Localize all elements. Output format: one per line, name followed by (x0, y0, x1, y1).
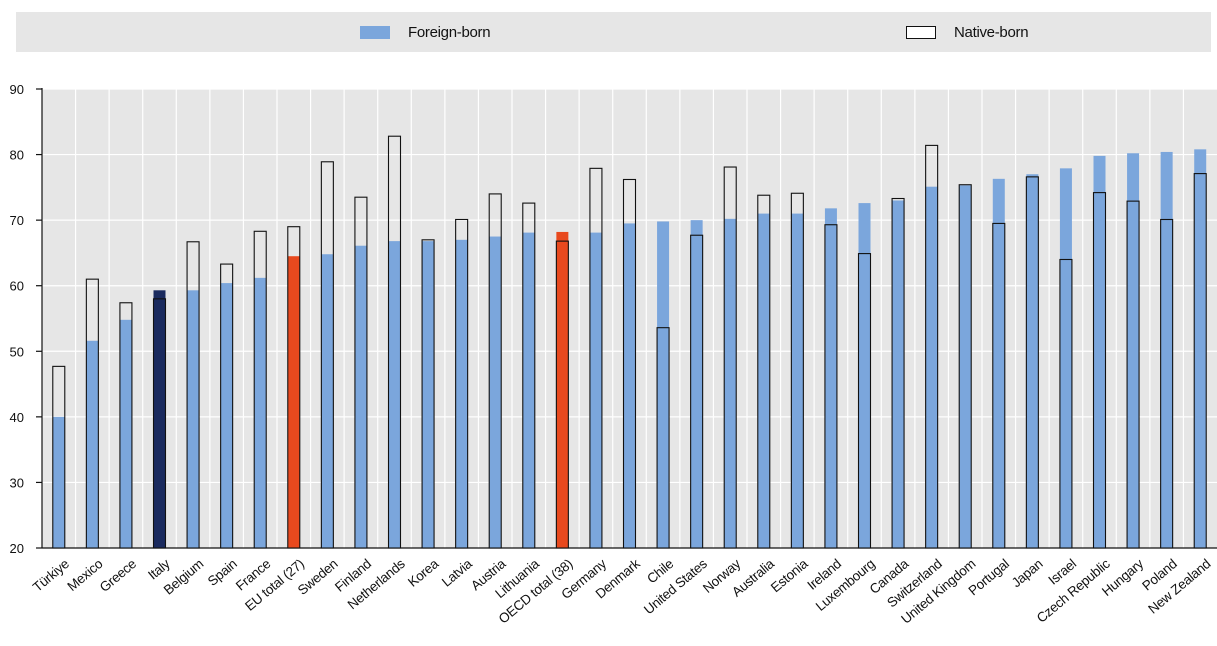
bar-foreign-born-australia (757, 213, 770, 549)
y-tick-label-20: 20 (10, 541, 24, 556)
bar-native-born-chile (656, 327, 670, 549)
bar-foreign-born-austria (489, 236, 502, 549)
bar-native-born-t-rkiye (52, 365, 66, 549)
bar-foreign-born-greece (119, 319, 132, 548)
bar-native-born-latvia (455, 218, 469, 549)
legend-item-native-born: Native-born (906, 12, 1029, 52)
bar-native-born-denmark (622, 178, 637, 549)
bar-native-born-mexico (85, 278, 99, 549)
legend-swatch-foreign-born (360, 25, 390, 39)
bar-native-born-belgium (186, 241, 200, 549)
bar-foreign-born-norway (724, 218, 737, 548)
bar-native-born-spain (220, 263, 234, 549)
bar-foreign-born-ireland (824, 208, 837, 548)
y-tick-label-80: 80 (10, 148, 24, 163)
legend-item-foreign-born: Foreign-born (360, 12, 491, 52)
bar-foreign-born-oecd-total-38 (556, 231, 569, 548)
bar-foreign-born-israel (1059, 168, 1072, 548)
bar-foreign-born-lithuania (522, 232, 535, 548)
bar-native-born-norway (723, 166, 737, 549)
bar-foreign-born-new-zealand (1194, 149, 1207, 548)
bar-native-born-portugal (992, 222, 1006, 549)
y-tick-label-40: 40 (10, 410, 24, 425)
bar-native-born-new-zealand (1193, 173, 1207, 549)
x-tick-label-mexico: Mexico (64, 556, 105, 594)
bar-native-born-finland (354, 196, 368, 549)
bar-foreign-born-estonia (791, 213, 804, 549)
bar-foreign-born-united-kingdom (959, 185, 972, 548)
bar-native-born-switzerland (925, 144, 939, 549)
legend: Foreign-born Native-born (16, 12, 1211, 52)
bar-foreign-born-portugal (992, 178, 1005, 548)
x-tick-label-korea: Korea (405, 556, 442, 590)
legend-label-foreign-born: Foreign-born (408, 23, 491, 41)
bar-foreign-born-denmark (623, 223, 636, 548)
bar-foreign-born-united-states (690, 220, 703, 548)
bar-foreign-born-sweden (321, 254, 334, 549)
x-tick-label-t-rkiye: Türkiye (30, 556, 72, 595)
bar-native-born-czech-republic (1092, 192, 1107, 549)
bar-foreign-born-germany (589, 232, 602, 548)
legend-label-native-born: Native-born (954, 23, 1029, 41)
bar-native-born-greece (119, 302, 133, 549)
bar-foreign-born-switzerland (925, 186, 938, 549)
bar-foreign-born-france (254, 277, 267, 548)
bar-native-born-united-states (690, 234, 704, 549)
bar-foreign-born-t-rkiye (52, 416, 65, 548)
bar-native-born-hungary (1126, 200, 1140, 549)
bar-foreign-born-spain (220, 283, 233, 548)
bar-foreign-born-hungary (1127, 153, 1140, 548)
bar-foreign-born-czech-republic (1093, 155, 1106, 548)
bar-foreign-born-korea (422, 241, 435, 548)
bar-native-born-israel (1059, 258, 1073, 549)
bar-native-born-canada (891, 197, 905, 549)
y-tick-label-70: 70 (10, 213, 24, 228)
bar-native-born-luxembourg (857, 253, 872, 549)
bar-native-born-lithuania (522, 202, 536, 549)
bar-native-born-ireland (824, 224, 838, 549)
y-tick-label-60: 60 (10, 279, 24, 294)
bar-foreign-born-luxembourg (858, 203, 871, 548)
y-tick-label-30: 30 (10, 475, 24, 490)
x-tick-label-united-states: United States (641, 556, 710, 617)
bar-foreign-born-latvia (455, 239, 468, 549)
y-tick-label-90: 90 (10, 82, 24, 97)
bars (52, 135, 1207, 549)
bar-foreign-born-chile (657, 221, 670, 548)
bar-foreign-born-poland (1160, 151, 1173, 548)
bar-native-born-poland (1160, 218, 1174, 549)
bar-foreign-born-italy (153, 290, 166, 548)
bar-native-born-italy (152, 298, 167, 549)
bar-foreign-born-netherlands (388, 241, 401, 548)
bar-native-born-oecd-total-38 (555, 240, 569, 549)
bar-foreign-born-finland (354, 245, 367, 549)
x-tick-label-greece: Greece (97, 556, 139, 595)
bar-native-born-austria (488, 193, 502, 549)
x-tick-label-japan: Japan (1009, 556, 1046, 590)
bar-native-born-australia (757, 194, 771, 549)
bar-native-born-germany (589, 167, 603, 549)
bar-native-born-netherlands (387, 135, 402, 549)
bar-foreign-born-japan (1026, 174, 1039, 548)
bar-foreign-born-canada (892, 200, 905, 548)
bar-native-born-eu-total-27 (287, 226, 301, 549)
y-tick-label-50: 50 (10, 344, 24, 359)
bar-foreign-born-mexico (86, 340, 99, 548)
legend-swatch-native-born (906, 25, 936, 39)
bar-native-born-france (253, 230, 267, 549)
bar-native-born-estonia (790, 192, 804, 549)
bar-foreign-born-eu-total-27 (287, 256, 300, 548)
bar-native-born-united-kingdom (958, 184, 972, 549)
bar-native-born-korea (421, 239, 435, 549)
x-tick-label-estonia: Estonia (768, 556, 811, 596)
bar-native-born-sweden (320, 161, 334, 549)
bar-foreign-born-belgium (187, 290, 200, 548)
bar-native-born-japan (1025, 176, 1039, 549)
